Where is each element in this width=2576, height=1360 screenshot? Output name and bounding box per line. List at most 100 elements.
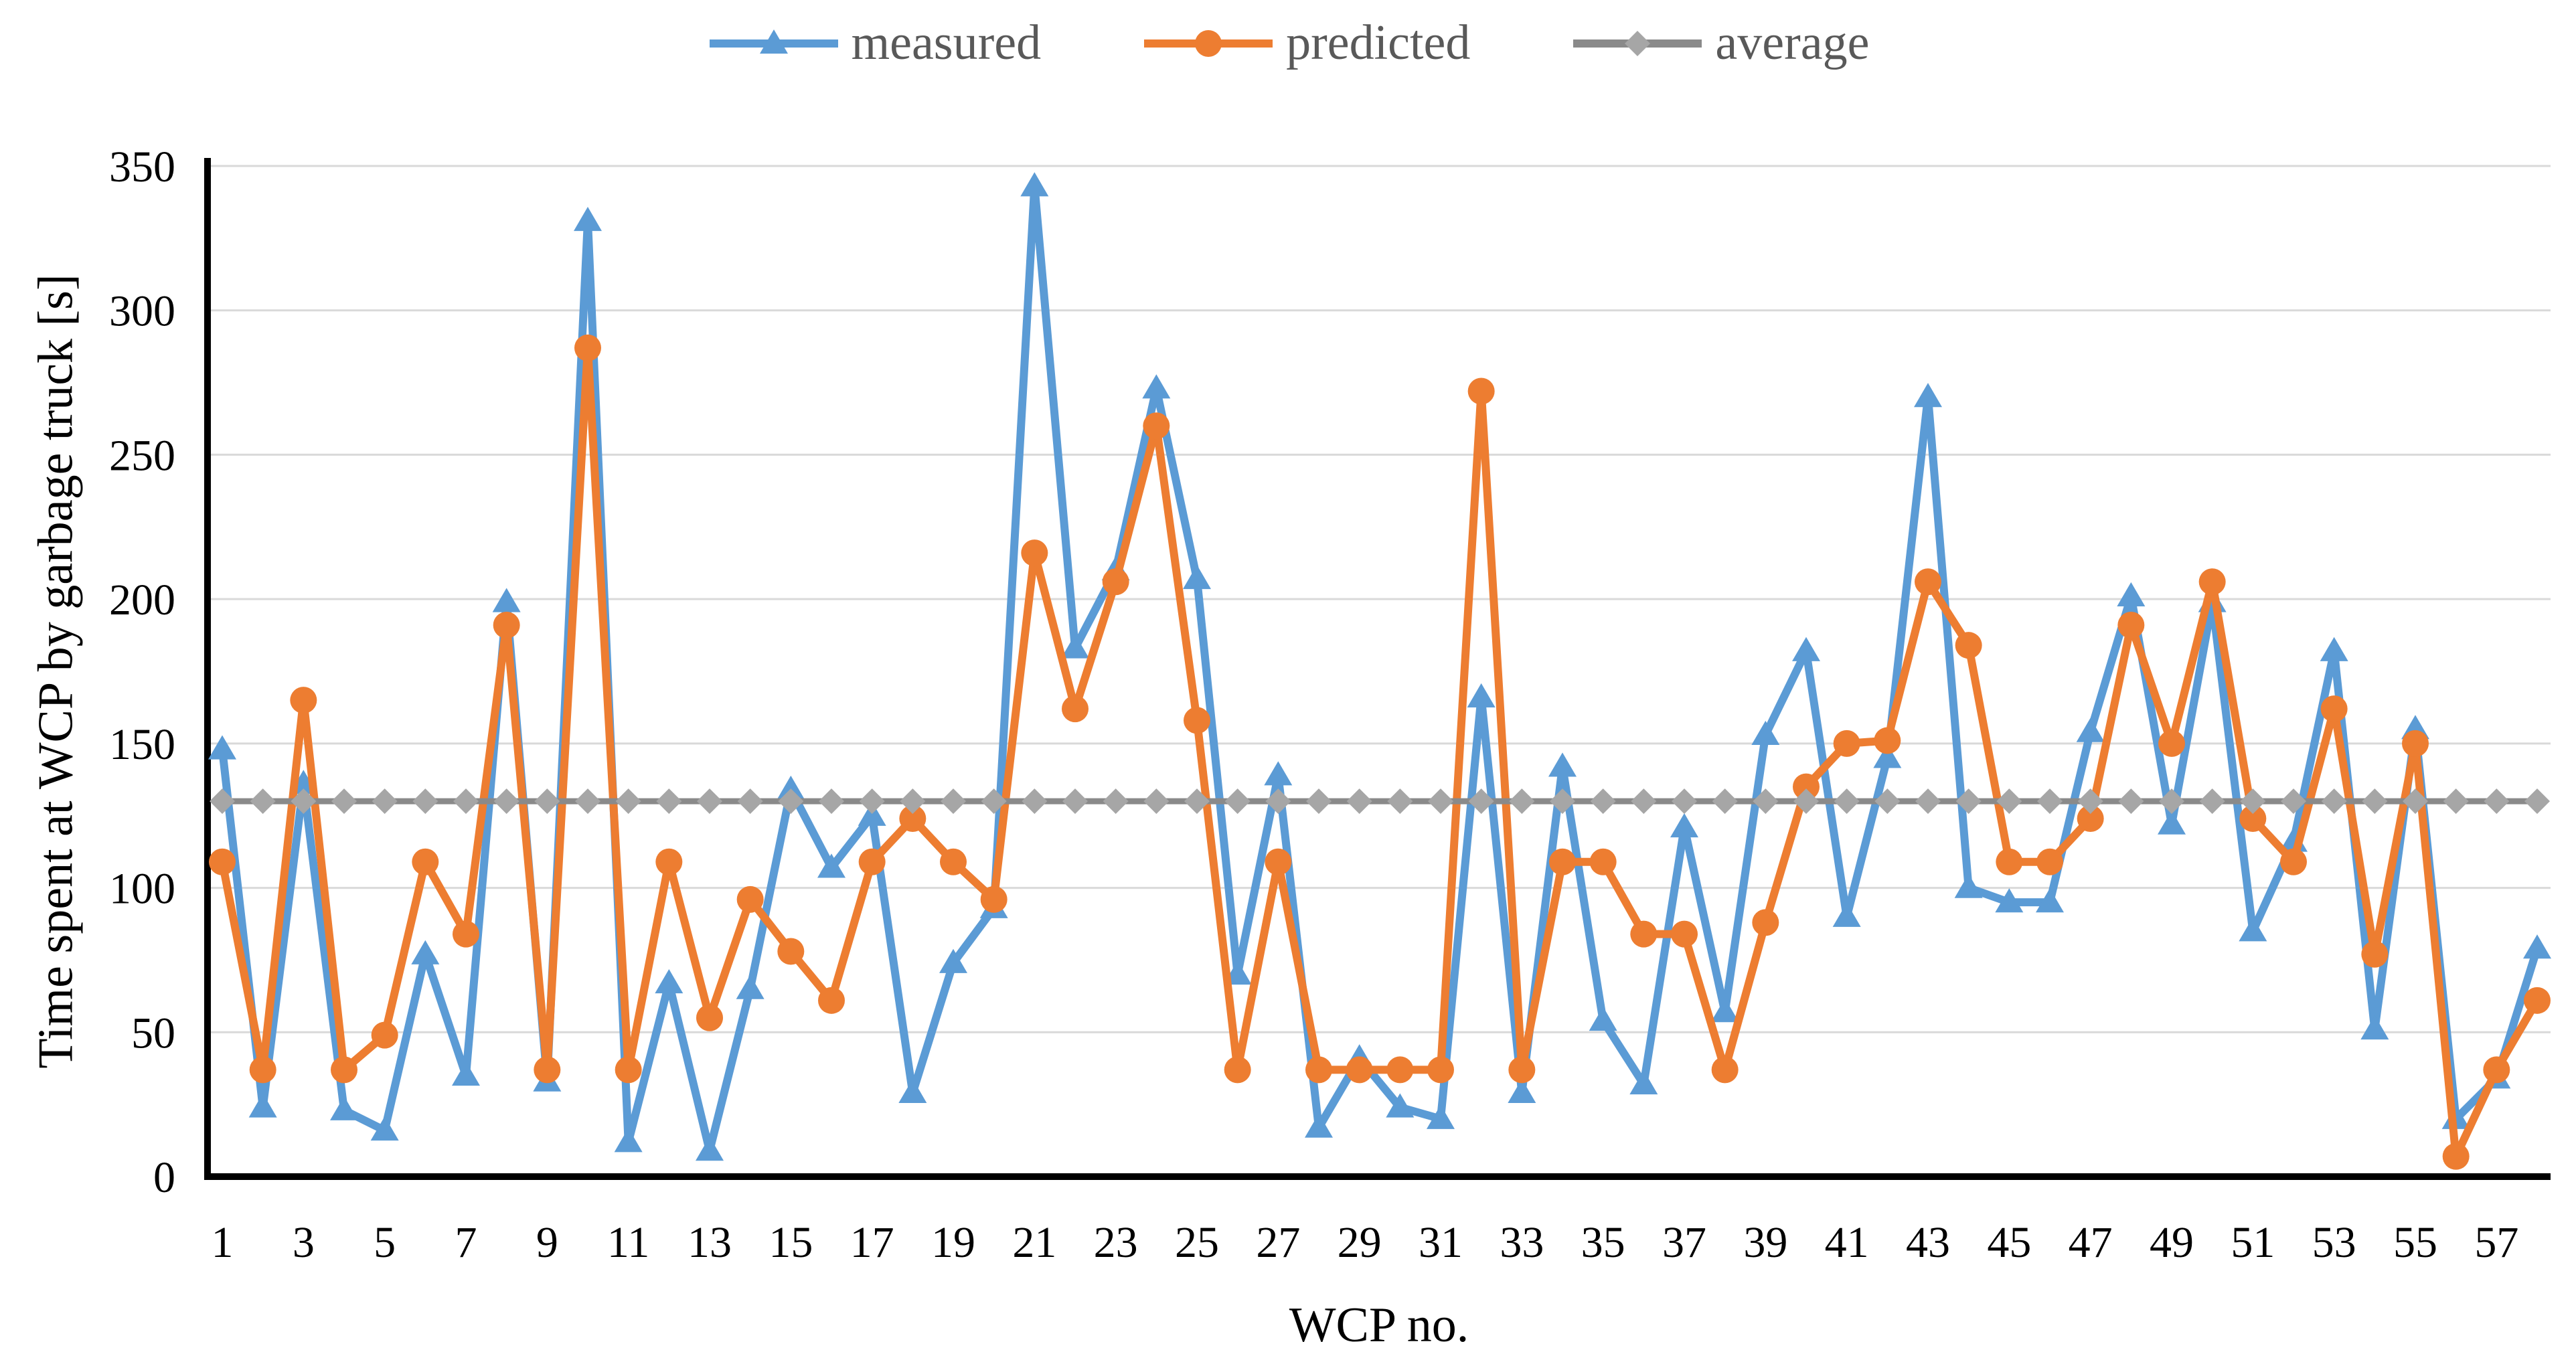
marker-diamond — [2362, 788, 2388, 815]
marker-triangle — [1305, 1113, 1333, 1138]
marker-circle — [1630, 920, 1658, 948]
x-tick-label-47: 47 — [2069, 1218, 2113, 1267]
marker-diamond — [1184, 788, 1210, 815]
marker-triangle — [2036, 888, 2064, 913]
marker-triangle — [736, 974, 764, 999]
marker-triangle — [1508, 1078, 1536, 1104]
marker-triangle — [2158, 810, 2186, 835]
x-tick-label-53: 53 — [2312, 1218, 2356, 1267]
marker-circle — [655, 848, 683, 875]
marker-diamond — [2443, 788, 2469, 815]
marker-triangle — [1792, 636, 1820, 661]
marker-triangle — [574, 206, 602, 232]
marker-circle — [1996, 848, 2023, 875]
x-tick-label-19: 19 — [931, 1218, 975, 1267]
chart-legend: measured predicted average — [0, 15, 2576, 72]
marker-circle — [2198, 568, 2226, 596]
legend-item-average: average — [1571, 15, 1869, 72]
marker-circle — [1021, 539, 1048, 567]
marker-circle — [1062, 695, 1089, 723]
marker-circle — [2442, 1142, 2470, 1170]
marker-circle — [1915, 568, 1941, 596]
marker-diamond — [900, 788, 926, 815]
marker-diamond — [737, 788, 763, 815]
marker-triangle — [1995, 888, 2024, 913]
marker-diamond — [1834, 788, 1860, 815]
marker-diamond — [2403, 788, 2428, 815]
marker-diamond — [2118, 788, 2144, 815]
marker-diamond — [1631, 788, 1657, 815]
marker-diamond — [1590, 788, 1616, 815]
x-tick-label-15: 15 — [769, 1218, 813, 1267]
marker-triangle — [1873, 744, 1902, 768]
x-tick-label-31: 31 — [1419, 1218, 1463, 1267]
x-tick-label-5: 5 — [374, 1218, 396, 1267]
marker-circle — [1305, 1056, 1332, 1084]
marker-diamond — [819, 788, 844, 815]
marker-circle — [1793, 773, 1820, 800]
marker-circle — [2320, 695, 2348, 723]
x-tick-labels: 1 3 5 7 9 11 13 15 17 19 21 23 25 27 29 31 33 35 37 39 41 43 4… — [212, 1218, 2519, 1267]
marker-triangle — [2523, 934, 2551, 959]
marker-triangle — [370, 1116, 399, 1141]
marker-diamond — [1143, 788, 1170, 815]
marker-diamond — [1753, 788, 1779, 815]
marker-diamond — [1672, 788, 1697, 815]
marker-triangle — [1142, 374, 1171, 399]
marker-diamond — [372, 788, 398, 815]
x-tick-label-13: 13 — [688, 1218, 732, 1267]
x-tick-label-21: 21 — [1012, 1218, 1056, 1267]
marker-circle — [534, 1056, 561, 1084]
marker-triangle — [2117, 582, 2146, 606]
y-tick-label-150: 150 — [109, 720, 175, 769]
series-predicted — [209, 334, 2551, 1170]
marker-diamond — [1022, 788, 1048, 815]
gridlines — [208, 165, 2551, 1033]
x-tick-label-11: 11 — [607, 1218, 650, 1267]
marker-diamond — [1712, 788, 1738, 815]
marker-diamond — [2037, 788, 2063, 815]
marker-triangle — [2076, 717, 2105, 742]
marker-triangle — [777, 775, 805, 800]
marker-triangle — [1183, 564, 1211, 590]
marker-diamond — [2321, 788, 2347, 815]
legend-label: predicted — [1286, 15, 1471, 70]
diamond-legend-marker-icon — [1573, 30, 1702, 56]
marker-triangle — [1467, 683, 1496, 707]
x-tick-label-51: 51 — [2231, 1218, 2275, 1267]
marker-triangle — [1264, 761, 1293, 786]
marker-diamond — [2524, 788, 2550, 815]
marker-diamond — [859, 788, 885, 815]
marker-circle — [980, 885, 1008, 913]
marker-triangle — [1954, 873, 1983, 898]
marker-diamond — [941, 788, 966, 815]
x-tick-label-3: 3 — [293, 1218, 315, 1267]
marker-circle — [1184, 707, 1210, 734]
marker-triangle — [614, 1128, 643, 1153]
marker-diamond — [1509, 788, 1535, 815]
series-predicted-line — [218, 343, 2541, 1161]
y-tick-label-350: 350 — [109, 143, 175, 191]
marker-circle — [1224, 1056, 1251, 1084]
marker-diamond — [331, 788, 357, 815]
marker-diamond — [1468, 788, 1494, 815]
marker-circle — [1671, 920, 1698, 948]
x-tick-label-29: 29 — [1338, 1218, 1382, 1267]
marker-diamond — [453, 788, 479, 815]
marker-circle — [2036, 848, 2063, 875]
marker-circle — [2239, 805, 2267, 833]
marker-circle — [493, 611, 520, 639]
marker-triangle — [1386, 1093, 1415, 1118]
legend-item-predicted: predicted — [1141, 15, 1470, 72]
x-tick-label-17: 17 — [850, 1218, 894, 1267]
x-tick-label-57: 57 — [2474, 1218, 2518, 1267]
marker-circle — [2402, 730, 2429, 757]
series-measured — [208, 172, 2551, 1161]
marker-diamond — [1996, 788, 2022, 815]
marker-diamond — [1955, 788, 1982, 815]
marker-diamond — [697, 788, 722, 815]
x-tick-label-25: 25 — [1175, 1218, 1219, 1267]
marker-triangle — [1589, 1007, 1617, 1031]
legend-label: average — [1715, 15, 1870, 70]
